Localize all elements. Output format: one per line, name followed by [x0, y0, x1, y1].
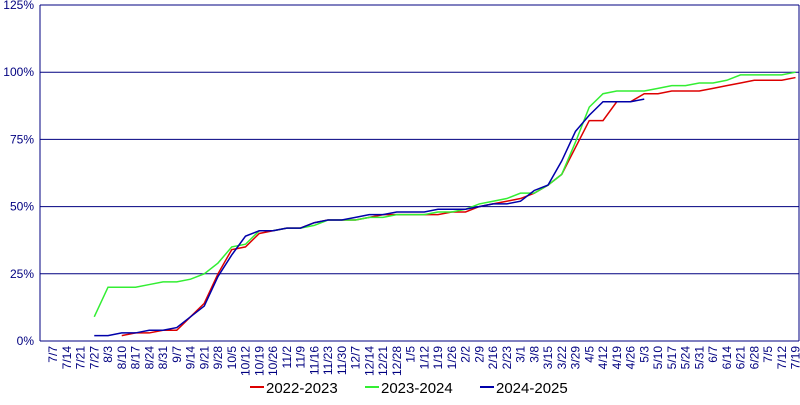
y-tick-label: 0% — [17, 334, 35, 348]
y-tick-label: 25% — [10, 267, 34, 281]
x-tick-label: 4/5 — [582, 346, 596, 363]
x-tick-label: 7/14 — [60, 346, 74, 370]
x-tick-label: 5/3 — [637, 346, 651, 363]
x-tick-label: 6/7 — [706, 346, 720, 363]
x-tick-label: 10/12 — [239, 346, 253, 376]
x-tick-label: 1/5 — [404, 346, 418, 363]
x-tick-label: 2/23 — [500, 346, 514, 370]
legend: 2022-2023 2023-2024 2024-2025 — [250, 380, 568, 397]
x-tick-label: 12/14 — [362, 346, 376, 376]
x-tick-label: 11/30 — [335, 346, 349, 375]
x-tick-label: 12/21 — [376, 346, 390, 376]
x-tick-label: 6/14 — [720, 346, 734, 370]
x-tick-label: 6/21 — [734, 346, 748, 370]
x-tick-label: 8/31 — [156, 346, 170, 370]
x-tick-label: 7/7 — [46, 346, 60, 363]
x-tick-label: 12/7 — [349, 346, 363, 370]
x-tick-label: 12/28 — [390, 346, 404, 376]
x-tick-label: 8/3 — [101, 346, 115, 363]
x-tick-label: 8/10 — [115, 346, 129, 370]
x-tick-label: 10/5 — [225, 346, 239, 370]
x-tick-label: 1/26 — [445, 346, 459, 370]
x-tick-label: 7/27 — [87, 346, 101, 370]
x-tick-label: 7/12 — [775, 346, 789, 370]
x-tick-label: 11/16 — [307, 346, 321, 375]
x-tick-label: 11/9 — [294, 346, 308, 369]
x-tick-label: 6/28 — [747, 346, 761, 370]
x-tick-label: 3/1 — [514, 346, 528, 363]
y-tick-label: 75% — [10, 132, 34, 146]
x-tick-label: 3/8 — [527, 346, 541, 363]
legend-label: 2024-2025 — [496, 380, 568, 397]
x-tick-label: 7/21 — [74, 346, 88, 370]
x-tick-label: 7/5 — [761, 346, 775, 363]
x-tick-label: 9/7 — [170, 346, 184, 363]
x-tick-label: 10/26 — [266, 346, 280, 376]
x-tick-label: 2/16 — [486, 346, 500, 370]
x-tick-label: 8/24 — [142, 346, 156, 370]
x-tick-label: 5/17 — [665, 346, 679, 370]
x-tick-label: 9/14 — [184, 346, 198, 370]
x-tick-label: 5/10 — [651, 346, 665, 370]
x-tick-label: 4/12 — [596, 346, 610, 370]
y-tick-label: 125% — [3, 0, 34, 12]
x-tick-label: 1/19 — [431, 346, 445, 370]
x-tick-label: 3/29 — [569, 346, 583, 370]
x-tick-label: 5/24 — [679, 346, 693, 370]
x-tick-label: 2/9 — [472, 346, 486, 363]
x-tick-label: 1/12 — [417, 346, 431, 370]
x-tick-label: 2/2 — [459, 346, 473, 363]
legend-label: 2023-2024 — [381, 380, 453, 397]
x-tick-label: 4/19 — [610, 346, 624, 370]
x-tick-label: 7/19 — [789, 346, 800, 370]
x-tick-label: 3/15 — [541, 346, 555, 370]
x-tick-label: 5/31 — [692, 346, 706, 370]
y-tick-label: 50% — [10, 200, 34, 214]
x-tick-label: 9/21 — [197, 346, 211, 370]
x-tick-label: 3/22 — [555, 346, 569, 370]
legend-label: 2022-2023 — [266, 380, 338, 397]
x-tick-label: 8/17 — [129, 346, 143, 370]
x-tick-label: 11/23 — [321, 346, 335, 375]
x-tick-label: 4/26 — [624, 346, 638, 370]
x-tick-label: 11/2 — [280, 346, 294, 369]
y-tick-label: 100% — [3, 65, 34, 79]
series-line — [94, 72, 795, 317]
x-tick-label: 10/19 — [252, 346, 266, 376]
x-tick-label: 9/28 — [211, 346, 225, 370]
